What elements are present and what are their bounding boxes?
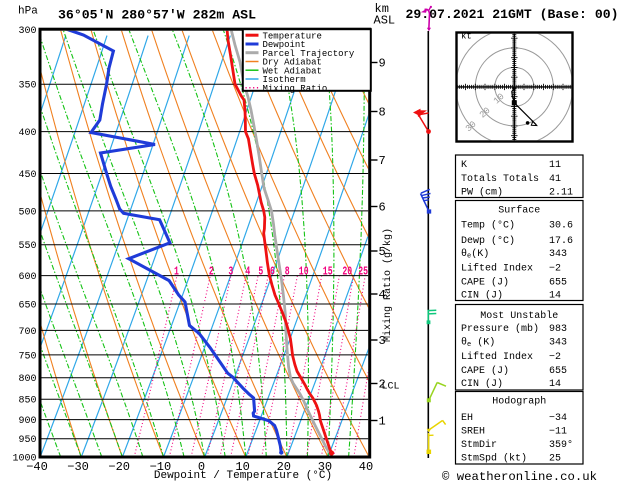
svg-text:9: 9 (379, 57, 386, 71)
svg-text:−30: −30 (67, 460, 89, 474)
svg-text:K: K (461, 160, 467, 171)
svg-text:950: 950 (18, 435, 36, 446)
svg-text:−2: −2 (549, 264, 561, 275)
svg-text:−11: −11 (549, 427, 567, 438)
svg-text:30.6: 30.6 (549, 220, 573, 231)
svg-text:−2: −2 (549, 352, 561, 363)
svg-text:Temp (°C): Temp (°C) (461, 219, 515, 231)
svg-text:300: 300 (18, 26, 36, 37)
svg-text:359°: 359° (549, 439, 573, 451)
svg-text:800: 800 (18, 374, 36, 385)
svg-text:θe(K): θe(K) (461, 248, 489, 260)
svg-text:3: 3 (228, 264, 233, 278)
svg-text:7: 7 (379, 154, 386, 168)
svg-text:Lifted Index: Lifted Index (461, 263, 533, 275)
svg-text:hPa: hPa (18, 5, 38, 17)
svg-text:StmSpd (kt): StmSpd (kt) (461, 452, 527, 464)
svg-text:900: 900 (18, 416, 36, 427)
svg-text:450: 450 (18, 170, 36, 181)
svg-text:343: 343 (549, 249, 567, 260)
svg-text:25: 25 (549, 453, 561, 464)
svg-text:CIN (J): CIN (J) (461, 290, 503, 302)
svg-text:655: 655 (549, 366, 567, 377)
svg-text:11: 11 (549, 160, 561, 171)
svg-text:ASL: ASL (374, 14, 396, 28)
svg-text:θe (K): θe (K) (461, 337, 495, 350)
svg-text:Pressure (mb): Pressure (mb) (461, 323, 539, 335)
svg-text:29.07.2021 21GMT (Base: 00): 29.07.2021 21GMT (Base: 00) (406, 7, 619, 22)
svg-text:2.11: 2.11 (549, 188, 573, 199)
svg-text:10: 10 (299, 264, 309, 278)
svg-text:Dewpoint / Temperature (°C): Dewpoint / Temperature (°C) (154, 470, 332, 482)
svg-text:15: 15 (323, 264, 333, 278)
svg-text:40: 40 (359, 460, 373, 474)
svg-text:650: 650 (18, 300, 36, 311)
svg-text:6: 6 (379, 201, 386, 215)
svg-text:−20: −20 (108, 460, 130, 474)
svg-text:25: 25 (358, 264, 368, 278)
svg-text:−40: −40 (26, 460, 48, 474)
svg-text:EH: EH (461, 413, 473, 424)
svg-text:400: 400 (18, 128, 36, 139)
svg-text:Mixing Ratio: Mixing Ratio (263, 84, 328, 94)
svg-text:Lifted Index: Lifted Index (461, 351, 533, 363)
svg-text:Hodograph: Hodograph (492, 396, 546, 408)
svg-text:StmDir: StmDir (461, 439, 497, 451)
svg-text:14: 14 (549, 379, 561, 390)
svg-text:kt: kt (461, 32, 472, 42)
svg-text:36°05'N 280°57'W 282m ASL: 36°05'N 280°57'W 282m ASL (58, 8, 256, 23)
svg-text:41: 41 (549, 174, 561, 185)
svg-text:2: 2 (209, 264, 214, 278)
svg-text:SREH: SREH (461, 427, 485, 438)
svg-text:850: 850 (18, 396, 36, 407)
svg-text:550: 550 (18, 241, 36, 252)
svg-text:Totals Totals: Totals Totals (461, 173, 539, 185)
svg-text:CAPE (J): CAPE (J) (461, 365, 509, 377)
svg-text:Mixing Ratio (g/kg): Mixing Ratio (g/kg) (382, 228, 394, 342)
svg-text:−34: −34 (549, 413, 567, 424)
svg-text:© weatheronline.co.uk: © weatheronline.co.uk (442, 470, 597, 484)
svg-text:983: 983 (549, 324, 567, 335)
svg-text:8: 8 (379, 106, 386, 120)
svg-text:CIN (J): CIN (J) (461, 378, 503, 390)
svg-text:20: 20 (342, 264, 352, 278)
svg-text:750: 750 (18, 351, 36, 362)
svg-text:600: 600 (18, 272, 36, 283)
svg-text:Surface: Surface (498, 205, 540, 217)
svg-text:Dewp (°C): Dewp (°C) (461, 235, 515, 247)
svg-text:1: 1 (174, 264, 179, 278)
svg-text:8: 8 (285, 264, 290, 278)
svg-text:500: 500 (18, 207, 36, 218)
svg-text:Most Unstable: Most Unstable (480, 310, 558, 322)
svg-text:17.6: 17.6 (549, 236, 573, 247)
svg-text:LCL: LCL (382, 382, 400, 393)
svg-text:5: 5 (258, 264, 263, 278)
svg-text:350: 350 (18, 81, 36, 92)
svg-text:CAPE (J): CAPE (J) (461, 277, 509, 289)
svg-text:14: 14 (549, 291, 561, 302)
svg-text:PW (cm): PW (cm) (461, 187, 503, 199)
svg-text:4: 4 (245, 264, 250, 278)
svg-text:1: 1 (379, 415, 386, 429)
svg-text:655: 655 (549, 278, 567, 289)
svg-text:343: 343 (549, 338, 567, 349)
svg-text:700: 700 (18, 327, 36, 338)
